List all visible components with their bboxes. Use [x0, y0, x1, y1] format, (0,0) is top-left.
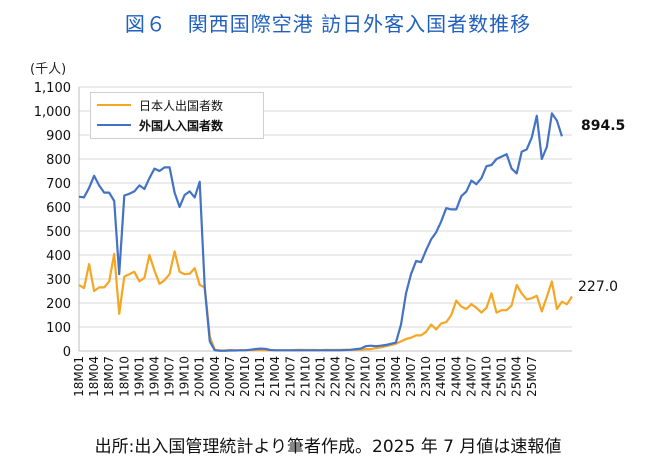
foreign-series-line [78, 112, 563, 352]
y-tick-label: 100 [46, 321, 71, 336]
x-tick-label: 21M10 [298, 356, 312, 397]
x-tick-label: 25M07 [525, 356, 539, 397]
y-tick-label: 600 [46, 201, 71, 216]
x-tick-label: 18M07 [102, 356, 116, 397]
x-tick-label: 20M01 [193, 356, 207, 397]
x-tick-label: 23M04 [389, 356, 403, 397]
y-tick-label: 1,100 [34, 81, 71, 96]
legend: 日本人出国者数 外国人入国者数 [90, 92, 264, 139]
y-tick-label: 200 [46, 297, 71, 312]
x-tick-label: 18M04 [87, 356, 101, 397]
x-tick-label: 23M07 [404, 356, 418, 397]
x-tick-label: 18M10 [117, 356, 131, 397]
x-tick-label: 21M07 [283, 356, 297, 397]
y-tick-label: 900 [46, 129, 71, 144]
x-tick-label: 24M01 [434, 356, 448, 397]
x-tick-label: 19M10 [178, 356, 192, 397]
x-tick-label: 18M01 [72, 356, 86, 397]
y-tick-label: 500 [46, 225, 71, 240]
legend-item-japanese: 日本人出国者数 [97, 96, 223, 114]
x-tick-label: 24M10 [479, 356, 493, 397]
chart-title: 図６ 関西国際空港 訪日外客入国者数推移 [124, 12, 532, 36]
y-axis-unit-label: (千人) [30, 62, 67, 77]
source-note: 出所:出入国管理統計より筆者作成。2025 年 7 月値は速報値 [94, 437, 562, 457]
x-tick-label: 25M01 [495, 356, 509, 397]
legend-item-foreign: 外国人入国者数 [97, 116, 223, 134]
y-tick-label: 800 [46, 153, 71, 168]
x-tick-label: 22M04 [329, 356, 343, 397]
x-tick-label: 22M10 [359, 356, 373, 397]
legend-swatch-japanese [97, 104, 131, 106]
x-tick-label: 20M10 [238, 356, 252, 397]
y-tick-label: 700 [46, 177, 71, 192]
y-tick-label: 1,000 [34, 105, 71, 120]
y-tick-label: 0 [63, 345, 71, 360]
japanese-end-value-label: 227.0 [578, 279, 619, 295]
x-tick-label: 25M04 [510, 356, 524, 397]
x-tick-label: 22M07 [344, 356, 358, 397]
x-tick-label: 20M04 [208, 356, 222, 397]
x-tick-label: 21M04 [268, 356, 282, 397]
x-tick-label: 20M07 [223, 356, 237, 397]
x-tick-label: 24M04 [449, 356, 463, 397]
y-tick-label: 400 [46, 249, 71, 264]
x-tick-label: 19M01 [132, 356, 146, 397]
legend-swatch-foreign [97, 124, 131, 126]
y-tick-label: 300 [46, 273, 71, 288]
legend-label-japanese: 日本人出国者数 [139, 98, 224, 113]
x-tick-label: 22M01 [313, 356, 327, 397]
x-tick-label: 24M07 [464, 356, 478, 397]
x-tick-label: 23M10 [419, 356, 433, 397]
x-tick-label: 19M07 [163, 356, 177, 397]
foreign-end-value-label: 894.5 [581, 118, 626, 134]
x-tick-label: 19M04 [147, 356, 161, 397]
legend-label-foreign: 外国人入国者数 [139, 118, 224, 133]
x-tick-label: 23M01 [374, 356, 388, 397]
japanese-series-line [78, 250, 573, 352]
x-tick-label: 21M01 [253, 356, 267, 397]
